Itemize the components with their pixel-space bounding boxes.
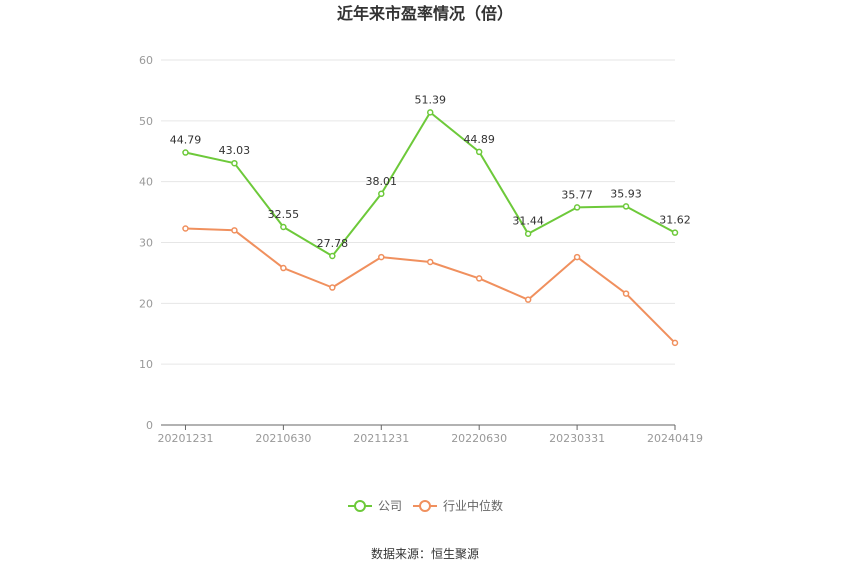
x-tick-label-20210630: 20210630 (255, 432, 311, 445)
data-point-8 (573, 204, 581, 211)
data-label-1: 43.03 (219, 144, 251, 157)
data-label-7: 31.44 (512, 215, 544, 228)
y-axis: 0 10 20 30 40 50 60 (139, 54, 153, 432)
series-line (185, 227, 676, 344)
data-source-note: 数据来源：恒生聚源 (371, 546, 479, 561)
data-point-6 (475, 148, 483, 156)
data-label-4: 38.01 (366, 175, 398, 188)
x-axis: 20201231 20210630 20211231 20220630 20230331… (157, 424, 703, 445)
grid-lines (161, 59, 675, 365)
legend-marker (354, 500, 366, 512)
data-point-6 (475, 275, 483, 282)
data-point-5 (426, 258, 434, 266)
data-point-1 (231, 227, 238, 234)
data-point-5 (426, 109, 434, 116)
data-label-5: 51.39 (414, 93, 446, 106)
series-line (185, 111, 676, 257)
y-tick-label-20: 20 (139, 297, 153, 310)
legend-label: 公司 (378, 499, 402, 513)
data-label-10: 31.62 (659, 214, 691, 227)
x-tick-label-20201231: 20201231 (157, 432, 213, 445)
x-tick-label-20240419: 20240419 (647, 432, 703, 445)
data-point-9 (622, 290, 630, 297)
y-tick-label-60: 60 (139, 54, 153, 67)
data-point-2 (280, 264, 287, 272)
legend-marker (419, 500, 431, 512)
data-label-0: 44.79 (170, 134, 202, 147)
series-layer: 44.79 43.03 32.55 27.78 38.01 51.39 44.89 31.44… (170, 93, 691, 347)
data-point-3 (329, 284, 336, 291)
data-point-0 (182, 149, 189, 156)
y-tick-label-0: 0 (146, 419, 153, 432)
x-tick-label-20211231: 20211231 (353, 432, 409, 445)
legend-label: 行业中位数 (443, 498, 503, 513)
x-tick-label-20230331: 20230331 (549, 432, 605, 445)
data-point-4 (378, 253, 385, 261)
data-point-9 (622, 203, 630, 210)
y-tick-label-40: 40 (139, 176, 153, 189)
series-company: 44.79 43.03 32.55 27.78 38.01 51.39 44.89 31.44… (170, 93, 691, 260)
y-tick-label-10: 10 (139, 358, 153, 371)
y-tick-label-50: 50 (139, 115, 153, 128)
legend-item-industry-median[interactable]: 行业中位数 (413, 498, 503, 513)
data-point-0 (182, 225, 189, 232)
legend-item-company[interactable]: 公司 (348, 499, 402, 513)
data-point-2 (280, 223, 287, 231)
data-point-8 (573, 253, 581, 261)
data-point-3 (329, 252, 336, 260)
data-point-7 (524, 296, 532, 303)
legend[interactable]: 公司 行业中位数 (348, 498, 503, 513)
data-point-1 (231, 159, 238, 167)
data-point-7 (524, 230, 532, 237)
data-label-2: 32.55 (268, 208, 300, 221)
data-label-3: 27.78 (317, 237, 349, 250)
x-tick-label-20220630: 20220630 (451, 432, 507, 445)
data-label-6: 44.89 (463, 133, 495, 146)
data-point-10 (671, 339, 679, 347)
series-industry-median (182, 225, 679, 347)
data-label-9: 35.93 (610, 187, 642, 200)
data-point-4 (378, 190, 385, 198)
data-point-10 (671, 229, 679, 236)
data-label-8: 35.77 (561, 188, 593, 201)
chart-title: 近年来市盈率情况（倍） (337, 4, 513, 23)
y-tick-label-30: 30 (139, 237, 153, 250)
